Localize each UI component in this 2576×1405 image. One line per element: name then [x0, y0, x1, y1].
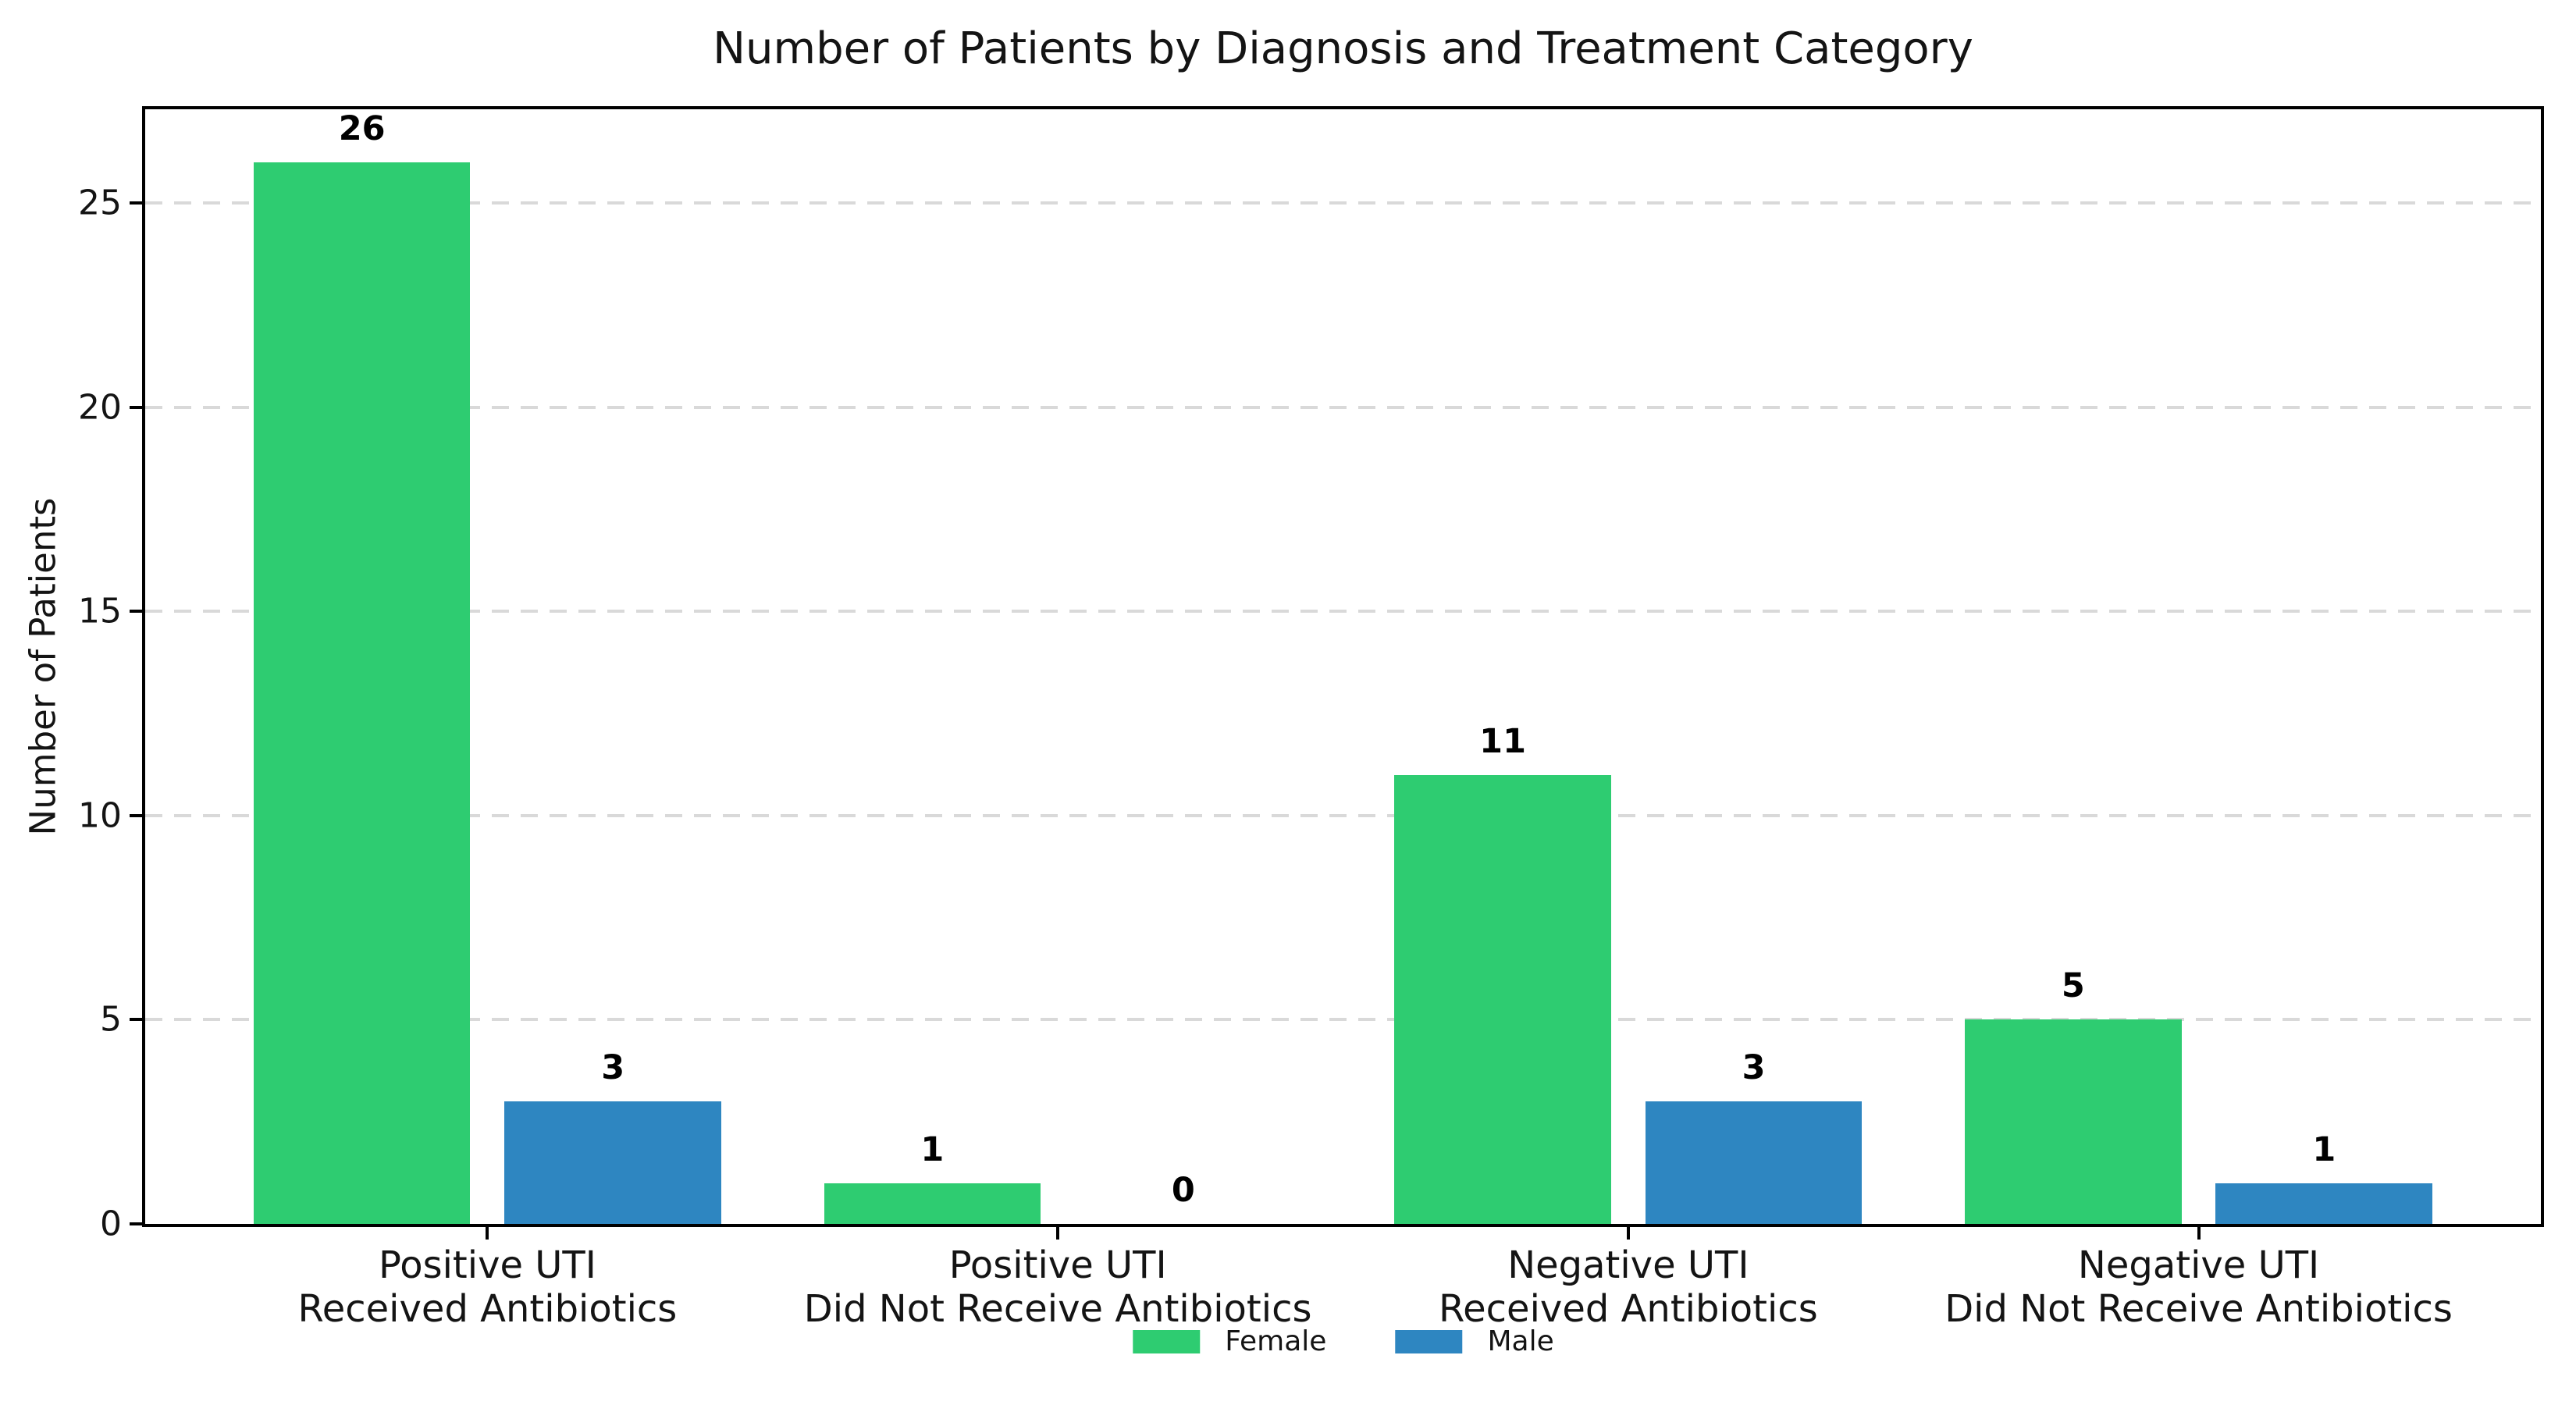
- legend-label-male: Male: [1487, 1325, 1554, 1357]
- y-tick: [130, 405, 142, 409]
- gridline: [145, 813, 2541, 817]
- gridline: [145, 1018, 2541, 1022]
- bar-value-label-female-1: 1: [920, 1129, 945, 1169]
- x-tick: [2197, 1227, 2201, 1240]
- y-tick-label: 25: [78, 183, 122, 223]
- y-tick: [130, 201, 142, 205]
- y-tick: [130, 1018, 142, 1022]
- y-tick-label: 20: [78, 387, 122, 428]
- bar-value-label-male-0: 3: [601, 1048, 625, 1088]
- y-axis-label: Number of Patients: [22, 497, 64, 836]
- y-tick: [130, 1222, 142, 1225]
- legend-swatch-male: [1395, 1329, 1463, 1353]
- chart-title: Number of Patients by Diagnosis and Trea…: [713, 23, 1973, 74]
- x-tick: [1626, 1227, 1630, 1240]
- x-tick-label-1: Positive UTI Did Not Receive Antibiotics: [803, 1243, 1312, 1331]
- legend-item-female: Female: [1133, 1325, 1326, 1357]
- legend-label-female: Female: [1225, 1325, 1327, 1357]
- y-tick: [130, 813, 142, 817]
- bar-value-label-female-0: 26: [338, 109, 386, 148]
- y-tick: [130, 610, 142, 614]
- y-tick-label: 0: [100, 1204, 122, 1244]
- bar-value-label-male-2: 3: [1742, 1048, 1766, 1088]
- legend-item-male: Male: [1395, 1325, 1554, 1357]
- bar-male-2: [1645, 1101, 1863, 1224]
- legend: Female Male: [1133, 1325, 1554, 1357]
- bar-value-label-male-1: 0: [1171, 1171, 1195, 1210]
- bar-male-0: [504, 1101, 721, 1224]
- bar-female-2: [1394, 774, 1611, 1224]
- y-tick-label: 5: [100, 999, 122, 1040]
- bar-value-label-male-3: 1: [2312, 1129, 2336, 1169]
- x-tick: [486, 1227, 489, 1240]
- bar-value-label-female-2: 11: [1479, 721, 1527, 761]
- bar-female-1: [824, 1183, 1041, 1224]
- legend-swatch-female: [1133, 1329, 1201, 1353]
- x-tick-label-2: Negative UTI Received Antibiotics: [1438, 1243, 1818, 1331]
- bar-female-0: [253, 162, 471, 1224]
- gridline: [145, 405, 2541, 409]
- gridline: [145, 201, 2541, 205]
- bar-female-3: [1964, 1019, 2182, 1224]
- y-tick-label: 10: [78, 795, 122, 836]
- x-tick-label-0: Positive UTI Received Antibiotics: [297, 1243, 678, 1331]
- bar-male-3: [2215, 1183, 2433, 1224]
- x-tick: [1056, 1227, 1060, 1240]
- x-tick-label-3: Negative UTI Did Not Receive Antibiotics: [1944, 1243, 2453, 1331]
- bar-value-label-female-3: 5: [2061, 966, 2085, 1006]
- plot-area: [142, 106, 2544, 1227]
- gridline: [145, 610, 2541, 614]
- y-tick-label: 15: [78, 591, 122, 631]
